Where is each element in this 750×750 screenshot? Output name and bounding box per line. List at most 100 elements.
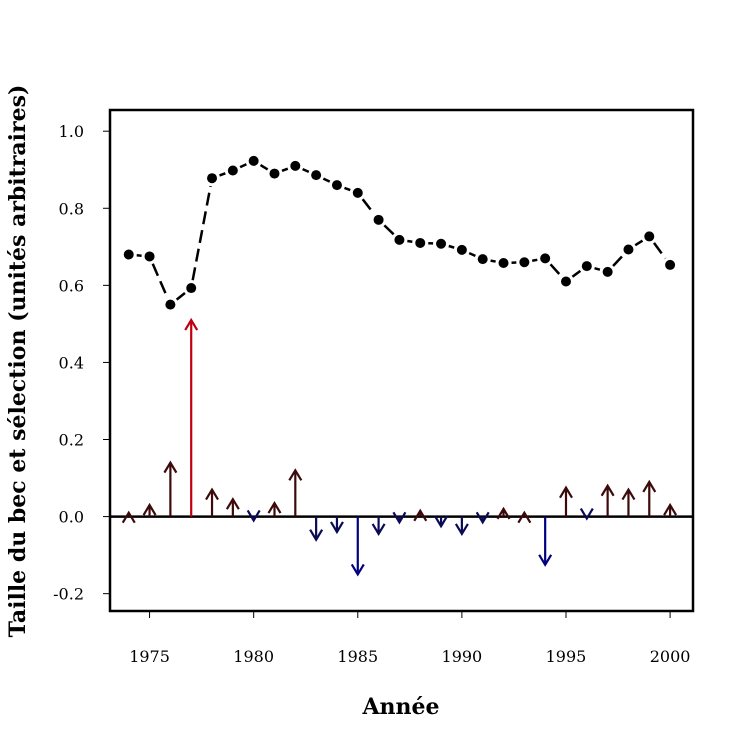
data-point: [644, 231, 655, 242]
data-point: [623, 244, 634, 255]
arrow-head: [288, 468, 303, 481]
selection-arrow: [330, 516, 344, 535]
data-point: [436, 238, 447, 249]
arrow-head: [434, 515, 449, 529]
series-segment: [571, 269, 582, 278]
arrow-head: [184, 317, 199, 331]
y-tick-label: 0.8: [59, 199, 84, 218]
series-segment: [302, 167, 310, 174]
series-segment: [407, 239, 413, 244]
selection-arrow: [163, 460, 178, 517]
selection-arrow: [184, 317, 199, 517]
arrow-head: [163, 460, 178, 474]
x-tick-label: 2000: [650, 647, 691, 666]
x-tick-label: 1975: [129, 647, 170, 666]
selection-arrow: [309, 516, 324, 542]
series-segment: [361, 198, 375, 215]
beak-size-series: [123, 155, 676, 310]
data-point: [207, 173, 218, 184]
arrow-head: [309, 529, 324, 542]
selection-arrow: [579, 507, 594, 521]
series-segment: [219, 172, 226, 177]
x-tick-label: 1990: [442, 647, 483, 666]
arrow-head: [663, 502, 678, 516]
data-point: [665, 259, 676, 270]
selection-arrow: [434, 515, 449, 529]
data-point: [186, 283, 197, 294]
data-point: [123, 249, 134, 260]
data-point: [394, 234, 405, 245]
data-point: [540, 253, 551, 264]
series-segment: [281, 167, 289, 172]
selection-arrow: [267, 500, 282, 517]
data-point: [165, 299, 176, 310]
arrow-head: [392, 511, 407, 525]
selection-arrow: [663, 502, 678, 517]
arrow-head: [454, 523, 469, 537]
series-segment: [531, 258, 538, 263]
x-axis: 1975 1980 1985 1990 1995 2000: [129, 611, 690, 666]
series-segment: [594, 267, 601, 271]
series-segment: [612, 254, 624, 267]
selection-arrow: [142, 502, 157, 517]
data-point: [560, 276, 571, 287]
data-point: [602, 266, 613, 277]
data-point: [248, 155, 259, 166]
data-point: [290, 160, 301, 171]
series-segment: [151, 263, 169, 298]
arrow-head: [350, 563, 365, 577]
data-point: [269, 168, 280, 179]
series-segment: [468, 251, 476, 258]
arrow-head: [142, 502, 157, 516]
series-segment: [383, 224, 395, 236]
selection-arrow: [559, 485, 573, 517]
y-tick-label: -0.2: [53, 585, 84, 604]
selection-arrow: [371, 516, 386, 537]
arrow-head: [559, 485, 573, 499]
series-segment: [259, 163, 269, 171]
x-tick-label: 1980: [233, 647, 274, 666]
y-tick-label: 1.0: [59, 122, 84, 141]
data-point: [581, 261, 592, 272]
data-point: [456, 244, 467, 255]
selection-arrow: [496, 506, 511, 520]
arrow-head: [600, 483, 615, 497]
y-tick-label: 0.0: [59, 508, 84, 527]
arrow-head: [121, 510, 136, 524]
series-segment: [344, 186, 351, 192]
selection-arrows: [121, 317, 678, 577]
x-axis-title: Année: [361, 694, 439, 720]
selection-arrow: [475, 511, 490, 525]
selection-arrow: [517, 510, 532, 524]
selection-arrow: [413, 508, 428, 522]
data-point: [519, 257, 530, 268]
arrow-head: [579, 507, 594, 521]
series-segment: [191, 185, 212, 281]
selection-arrow: [205, 487, 219, 517]
arrow-head: [225, 497, 240, 510]
selection-arrow: [246, 509, 261, 523]
selection-arrow: [600, 483, 615, 517]
selection-arrow: [288, 468, 303, 517]
data-point: [477, 254, 488, 265]
data-point: [373, 214, 384, 225]
series-segment: [175, 292, 186, 301]
x-tick-label: 1985: [337, 647, 378, 666]
y-tick-label: 0.6: [59, 276, 84, 295]
selection-arrow: [621, 487, 636, 517]
data-point: [311, 170, 322, 181]
data-point: [352, 187, 363, 198]
arrow-head: [621, 487, 636, 501]
arrow-head: [267, 500, 282, 514]
selection-arrow: [392, 511, 407, 525]
selection-arrow: [642, 479, 657, 517]
selection-arrow: [121, 510, 136, 524]
series-segment: [549, 263, 562, 277]
data-point: [227, 165, 238, 176]
arrow-head: [517, 510, 532, 524]
series-segment: [239, 163, 247, 169]
selection-arrow: [538, 516, 553, 567]
y-axis: -0.2 0.0 0.2 0.4 0.6 0.8 1.0: [53, 122, 110, 604]
plot-frame: [108, 108, 695, 613]
